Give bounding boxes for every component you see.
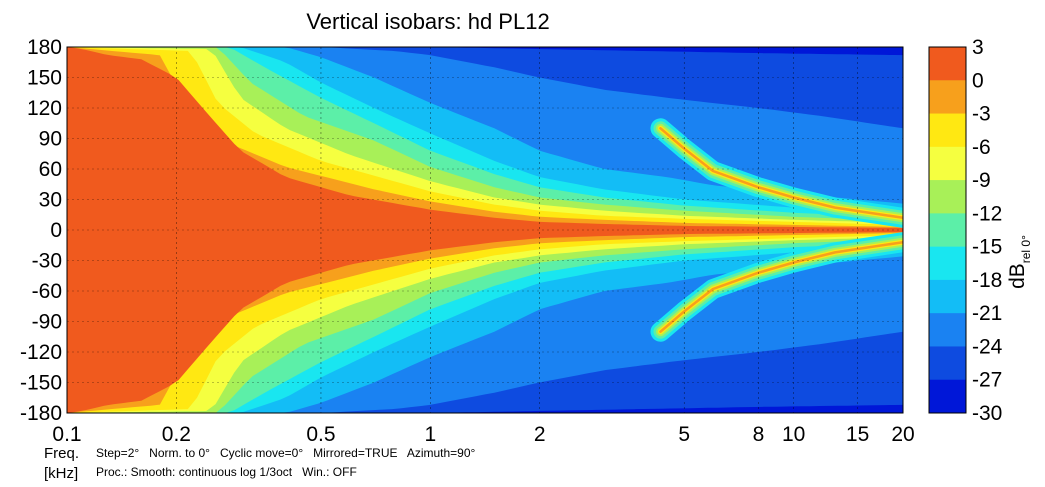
y-tick-label: 180 <box>27 36 62 59</box>
x-tick-label: 5 <box>678 423 690 446</box>
colorbar-swatch <box>929 47 966 81</box>
y-tick-label: 150 <box>27 67 62 90</box>
y-tick-label: 0 <box>50 219 62 242</box>
colorbar-frame <box>928 46 967 414</box>
colorbar-tick-label: -30 <box>972 402 1002 425</box>
colorbar-tick-label: -12 <box>972 202 1002 225</box>
x-tick-label: 0.2 <box>162 423 191 446</box>
y-tick-label: 60 <box>39 158 62 181</box>
x-tick-label: 0.5 <box>306 423 335 446</box>
y-tick-label: 30 <box>39 189 62 212</box>
grid-lines <box>67 47 903 413</box>
colorbar-swatch <box>929 379 966 414</box>
y-tick-label: -120 <box>20 341 62 364</box>
colorbar-label: dBrel 0° <box>1006 235 1033 289</box>
xlabel-unit: [kHz] <box>44 465 78 482</box>
on-axis-line <box>67 228 903 232</box>
x-tick-label: 20 <box>891 423 914 446</box>
plot-frame <box>66 46 904 414</box>
colorbar-tick-label: -18 <box>972 269 1002 292</box>
colorbar-swatch <box>929 213 966 248</box>
colorbar-swatch <box>929 279 966 314</box>
colorbar-tick-label: -27 <box>972 369 1002 392</box>
y-tick-label: -60 <box>32 280 62 303</box>
x-tick-label: 15 <box>846 423 869 446</box>
colorbar-tick-label: -15 <box>972 236 1002 259</box>
colorbar-tick-label: -6 <box>972 136 991 159</box>
colorbar-swatch <box>929 146 966 181</box>
settings-note: Step=2° Norm. to 0° Cyclic move=0° Mirro… <box>96 446 476 460</box>
colorbar-swatch <box>929 246 966 281</box>
colorbar <box>928 46 967 414</box>
xlabel-freq: Freq. <box>44 445 79 462</box>
y-tick-label: -180 <box>20 402 62 425</box>
chart-title: Vertical isobars: hd PL12 <box>306 9 549 34</box>
x-tick-label: 1 <box>424 423 436 446</box>
colorbar-swatch <box>929 346 966 381</box>
processing-note: Proc.: Smooth: continuous log 1/3oct Win… <box>96 465 357 479</box>
contour-bands <box>67 47 903 413</box>
y-tick-label: 120 <box>27 97 62 120</box>
colorbar-tick-label: 0 <box>972 69 984 92</box>
y-tick-label: -150 <box>20 372 62 395</box>
colorbar-swatch <box>929 80 966 115</box>
x-tick-label: 10 <box>782 423 805 446</box>
colorbar-tick-label: -21 <box>972 302 1002 325</box>
y-tick-label: -30 <box>32 250 62 273</box>
x-axis: 0.1 0.2 0.5 1 2 5 8 10 15 20 <box>52 423 914 446</box>
colorbar-tick-label: -3 <box>972 103 991 126</box>
y-tick-label: -90 <box>32 311 62 334</box>
colorbar-label-main: dB <box>1006 263 1029 289</box>
colorbar-tick-label: -9 <box>972 169 991 192</box>
x-tick-label: 2 <box>534 423 546 446</box>
colorbar-swatch <box>929 180 966 214</box>
colorbar-tick-label: -24 <box>972 335 1003 358</box>
colorbar-tick-label: 3 <box>972 36 984 59</box>
colorbar-label-sub: rel 0° <box>1019 235 1033 263</box>
colorbar-ticks: 3 0 -3 -6 -9 -12 -15 -18 -21 -24 -27 -30 <box>972 36 1003 425</box>
colorbar-swatch <box>929 113 966 148</box>
y-tick-label: 90 <box>39 128 62 151</box>
x-tick-label: 8 <box>753 423 765 446</box>
y-axis: 180 150 120 90 60 30 0 -30 -60 -90 -120 -150 -180 <box>20 36 62 425</box>
x-tick-label: 0.1 <box>52 423 81 446</box>
colorbar-swatch <box>929 313 966 347</box>
